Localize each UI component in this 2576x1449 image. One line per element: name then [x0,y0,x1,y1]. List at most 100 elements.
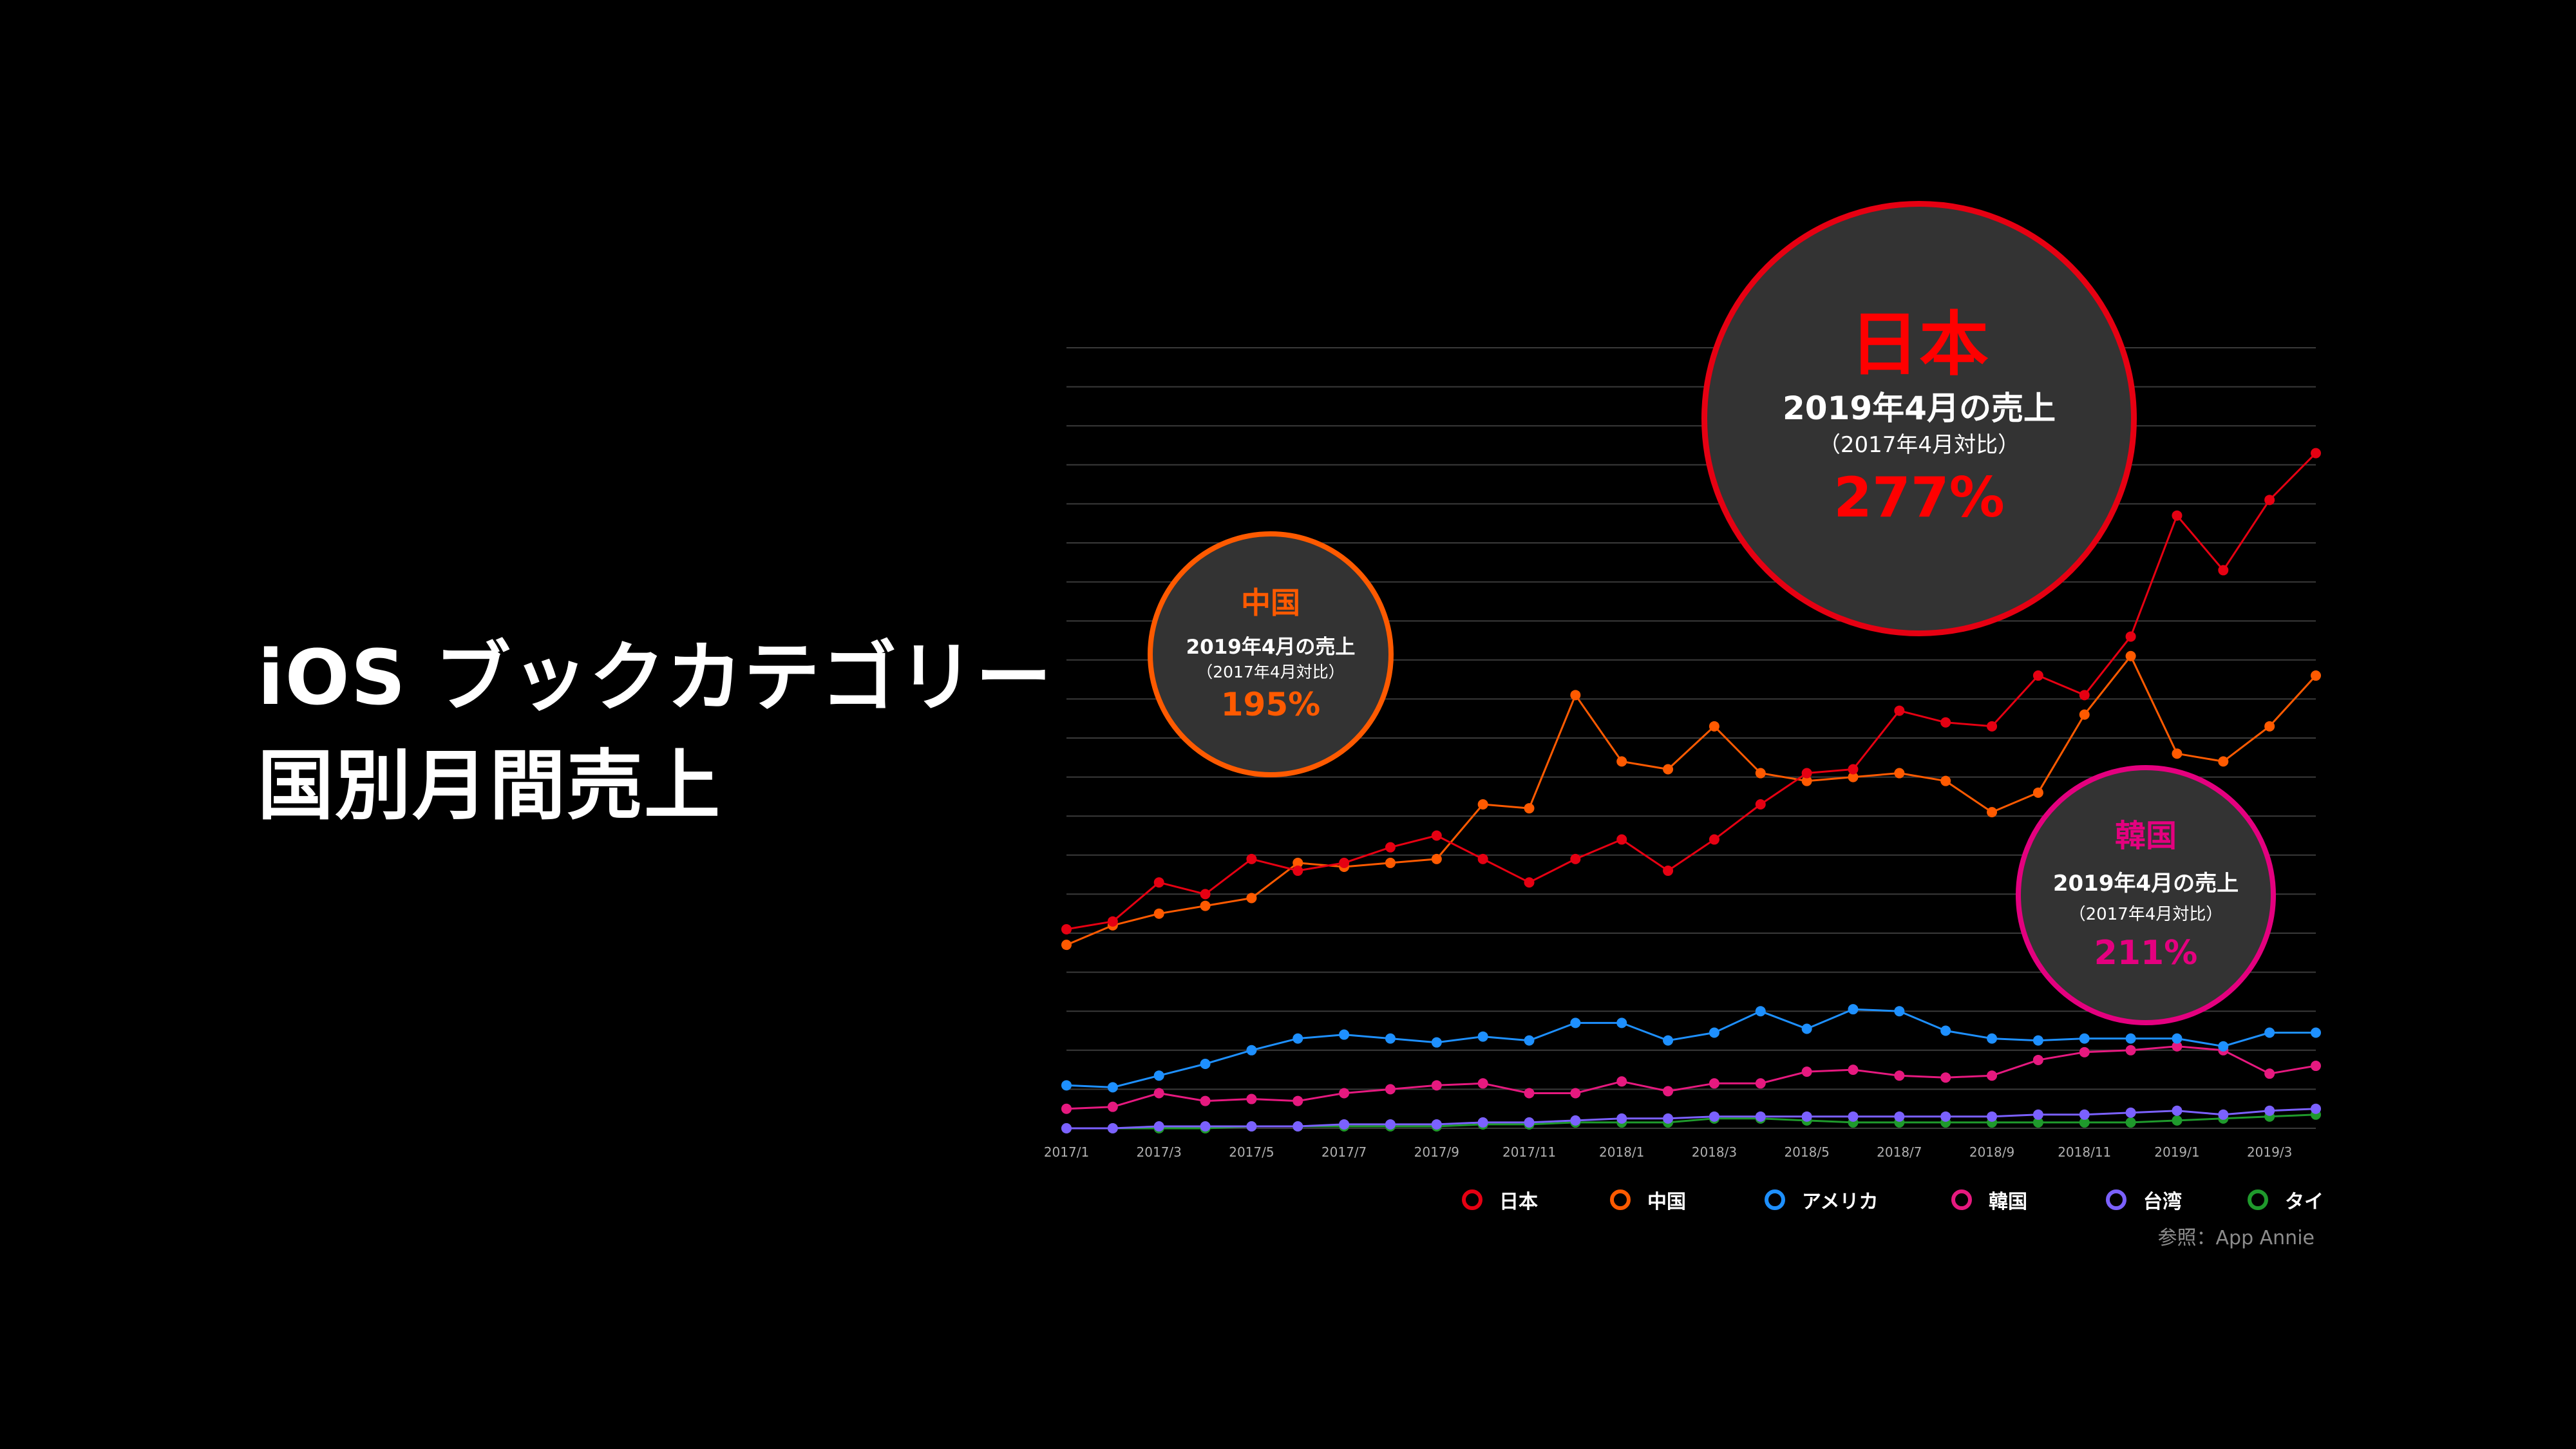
data-point [2032,670,2043,681]
data-point [1477,1078,1488,1089]
data-point [1524,1117,1535,1128]
data-point [2264,495,2275,506]
data-point [1477,853,1488,864]
legend-item: 日本 [1462,1184,1538,1216]
callout-korea-sub: （2017年4月対比） [2069,905,2223,924]
data-point [1987,721,1998,732]
data-point [2172,1033,2183,1044]
legend-item: タイ [2248,1184,2324,1216]
data-point [1477,1117,1488,1128]
data-point [1339,1029,1350,1040]
data-point [2125,1107,2136,1118]
legend-item: 台湾 [2106,1184,2182,1216]
data-point [2032,1054,2043,1065]
callout-china-pct: 195% [1220,686,1321,723]
data-point [1663,866,1674,876]
x-tick-label: 2017/11 [1502,1144,1556,1160]
data-point [2311,1061,2321,1072]
data-point [1293,1095,1303,1106]
x-tick-label: 2018/1 [1599,1144,1644,1160]
data-point [1709,834,1719,845]
data-point [1061,1080,1072,1091]
data-point [1940,1111,1951,1122]
series-4 [1061,1103,2321,1133]
data-point [1431,853,1442,864]
data-point [2079,1033,2090,1044]
data-point [2032,787,2043,798]
data-point [1755,1006,1766,1017]
data-point [1246,853,1257,864]
data-point [1477,1031,1488,1042]
data-point [2125,1117,2136,1128]
legend-marker [1765,1189,1785,1210]
data-point [1940,775,1951,786]
data-point [1431,1037,1442,1048]
data-point [1107,916,1118,927]
data-point [2125,1033,2136,1044]
data-point [1200,889,1211,900]
data-point [1848,1004,1859,1015]
data-point [1246,1045,1257,1056]
data-point [1663,1086,1674,1097]
data-point [1293,857,1303,868]
data-point [2264,721,2275,732]
data-point [1524,803,1535,814]
data-point [2311,448,2321,459]
data-point [2079,709,2090,720]
data-point [2311,670,2321,681]
data-point [1570,1115,1581,1126]
data-point [1616,1076,1627,1087]
data-point [1570,1088,1581,1099]
data-point [1477,799,1488,810]
data-point [2264,1068,2275,1079]
data-point [1801,1111,1812,1122]
data-point [1663,1113,1674,1124]
data-point [1570,1018,1581,1028]
data-point [1709,1078,1719,1089]
data-point [1200,1059,1211,1070]
data-point [1153,1121,1164,1132]
data-point [1385,842,1396,853]
data-point [1431,830,1442,841]
data-point [1107,1101,1118,1112]
legend-label: 韓国 [1989,1191,2027,1213]
chart-series [1061,448,2321,1133]
data-point [1940,1072,1951,1083]
x-tick-label: 2017/9 [1414,1144,1459,1160]
page-title: iOS ブックカテゴリー 国別月間売上 [258,623,1053,840]
legend-label: アメリカ [1802,1191,1879,1213]
data-point [1987,1111,1998,1122]
data-point [1293,1121,1303,1132]
legend-label: 台湾 [2143,1191,2182,1213]
x-tick-label: 2018/3 [1692,1144,1737,1160]
data-point [2172,510,2183,521]
legend-item: 中国 [1610,1184,1686,1216]
x-tick-label: 2018/9 [1969,1144,2014,1160]
data-point [1431,1119,1442,1130]
series-3 [1061,1041,2321,1114]
source-note: 参照：App Annie [2157,1227,2315,1249]
data-point [1894,1070,1905,1081]
data-point [1153,908,1164,919]
data-point [1107,1123,1118,1133]
chart-legend: 日本 中国 アメリカ 韓国 台湾 タイ [1462,1184,2325,1216]
x-tick-label: 2018/7 [1877,1144,1922,1160]
callout-korea-line: 2019年4月の売上 [2052,871,2239,896]
data-point [2032,1109,2043,1120]
callout-china-line: 2019年4月の売上 [1186,636,1356,659]
data-point [2079,690,2090,701]
data-point [1153,1070,1164,1081]
series-0 [1061,448,2321,934]
data-point [2264,1027,2275,1038]
data-point [2218,756,2229,767]
data-point [1755,1078,1766,1089]
x-tick-label: 2017/7 [1321,1144,1367,1160]
callout-china-name: 中国 [1241,585,1300,620]
data-point [2172,748,2183,759]
x-tick-label: 2018/11 [2058,1144,2111,1160]
callout-japan-sub: （2017年4月対比） [1818,432,2020,458]
data-point [1385,1033,1396,1044]
series-line [1066,1045,2316,1110]
data-point [2311,1027,2321,1038]
data-point [1848,772,1859,782]
